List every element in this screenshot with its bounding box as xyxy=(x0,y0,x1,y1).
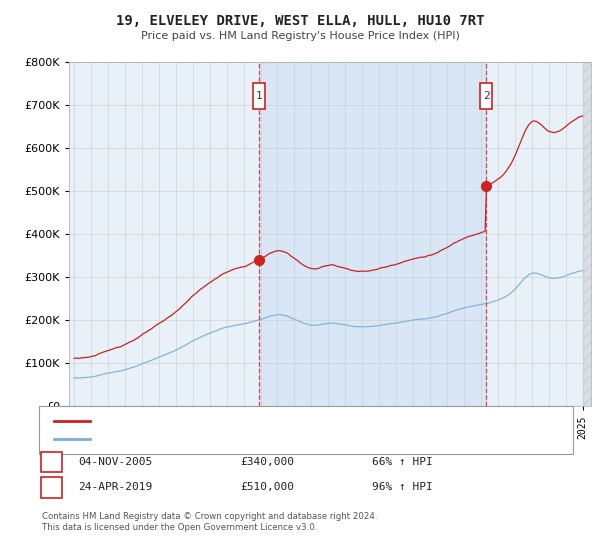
Bar xyxy=(259,62,486,406)
Text: Price paid vs. HM Land Registry's House Price Index (HPI): Price paid vs. HM Land Registry's House … xyxy=(140,31,460,41)
Text: £340,000: £340,000 xyxy=(240,457,294,467)
Text: HPI: Average price, detached house, East Riding of Yorkshire: HPI: Average price, detached house, East… xyxy=(96,434,449,444)
Text: 96% ↑ HPI: 96% ↑ HPI xyxy=(372,482,433,492)
Text: Contains HM Land Registry data © Crown copyright and database right 2024.
This d: Contains HM Land Registry data © Crown c… xyxy=(42,512,377,532)
Text: 19, ELVELEY DRIVE, WEST ELLA, HULL, HU10 7RT: 19, ELVELEY DRIVE, WEST ELLA, HULL, HU10… xyxy=(116,14,484,28)
Text: 19, ELVELEY DRIVE, WEST ELLA, HULL, HU10 7RT (detached house): 19, ELVELEY DRIVE, WEST ELLA, HULL, HU10… xyxy=(96,416,454,426)
Text: 1: 1 xyxy=(256,91,263,101)
Text: 04-NOV-2005: 04-NOV-2005 xyxy=(78,457,152,467)
Text: 1: 1 xyxy=(48,457,55,467)
Text: 66% ↑ HPI: 66% ↑ HPI xyxy=(372,457,433,467)
Bar xyxy=(583,62,591,406)
Text: 24-APR-2019: 24-APR-2019 xyxy=(78,482,152,492)
Text: 2: 2 xyxy=(483,91,490,101)
FancyBboxPatch shape xyxy=(481,83,492,109)
Text: £510,000: £510,000 xyxy=(240,482,294,492)
Text: 2: 2 xyxy=(48,482,55,492)
FancyBboxPatch shape xyxy=(253,83,265,109)
